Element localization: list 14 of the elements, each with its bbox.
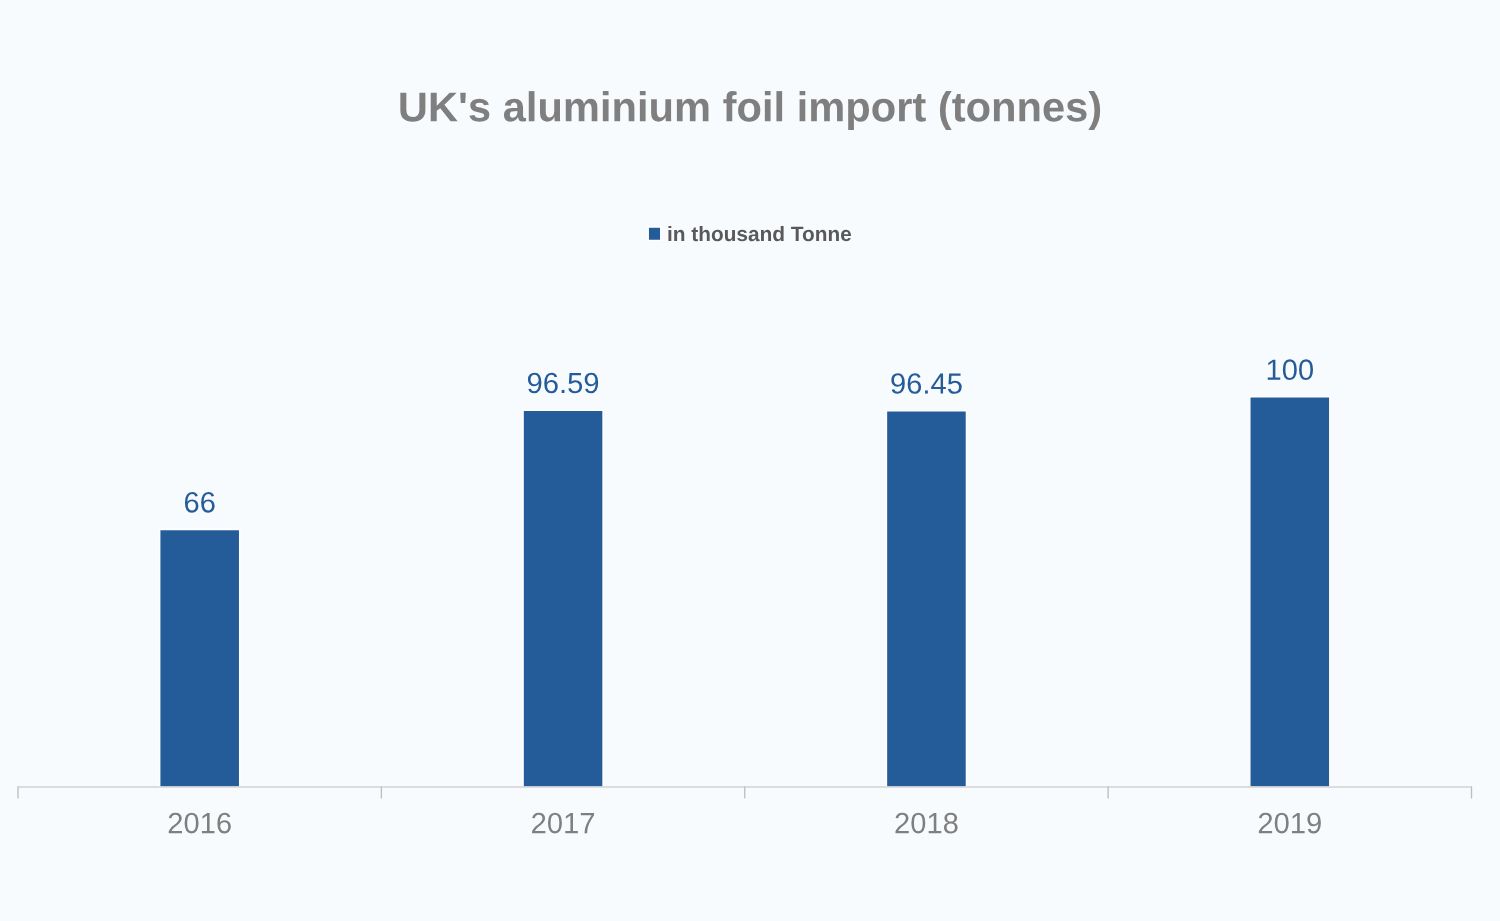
- x-tick-label: 2017: [532, 812, 595, 834]
- bar: [885, 410, 968, 787]
- x-tick-label: 2018: [895, 812, 958, 834]
- data-label: 100: [1267, 359, 1314, 381]
- data-label: 96.59: [527, 372, 599, 394]
- x-tick-label: 2016: [168, 812, 231, 834]
- bar: [522, 409, 604, 787]
- data-label: 66: [184, 491, 215, 513]
- bar: [1249, 396, 1331, 787]
- legend-label: in thousand Tonne: [668, 225, 852, 242]
- chart-title: UK's aluminium foil import (tonnes): [400, 91, 1101, 130]
- data-label: 96.45: [891, 373, 962, 394]
- bar: [159, 528, 241, 787]
- x-tick-label: 2019: [1258, 812, 1321, 834]
